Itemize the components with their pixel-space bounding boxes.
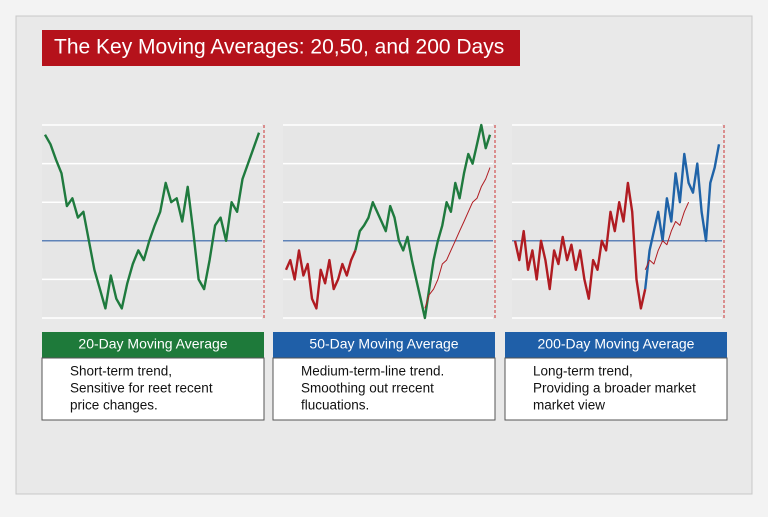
title: The Key Moving Averages: 20,50, and 200 … xyxy=(54,36,504,59)
caption-body xyxy=(272,357,496,421)
caption-header xyxy=(505,332,727,358)
price-line xyxy=(424,167,491,309)
caption-line: Short-term trend, xyxy=(70,364,172,379)
caption-header xyxy=(42,332,264,358)
caption-line: Providing a broader market xyxy=(533,381,696,396)
caption-line: market view xyxy=(533,398,605,413)
caption-body xyxy=(504,357,728,421)
caption-line: Smoothing out rrecent xyxy=(301,381,434,396)
caption-title: 20-Day Moving Average xyxy=(78,336,227,352)
caption-title: 50-Day Moving Average xyxy=(309,336,458,352)
plot-area xyxy=(42,125,262,318)
title-box xyxy=(42,30,520,66)
price-line xyxy=(354,123,492,320)
caption-line: Medium-term-line trend. xyxy=(301,364,444,379)
caption-line: price changes. xyxy=(70,398,158,413)
caption-title: 200-Day Moving Average xyxy=(538,336,695,352)
price-line xyxy=(513,181,647,310)
caption-line: flucuations. xyxy=(301,398,369,413)
caption-header xyxy=(273,332,495,358)
caption-line: Long-term trend, xyxy=(533,364,633,379)
price-line xyxy=(644,144,721,290)
caption-line: Sensitive for reet recent xyxy=(70,381,213,396)
price-line xyxy=(43,132,261,310)
price-line xyxy=(284,249,357,310)
price-line xyxy=(644,201,690,271)
caption-body xyxy=(41,357,265,421)
